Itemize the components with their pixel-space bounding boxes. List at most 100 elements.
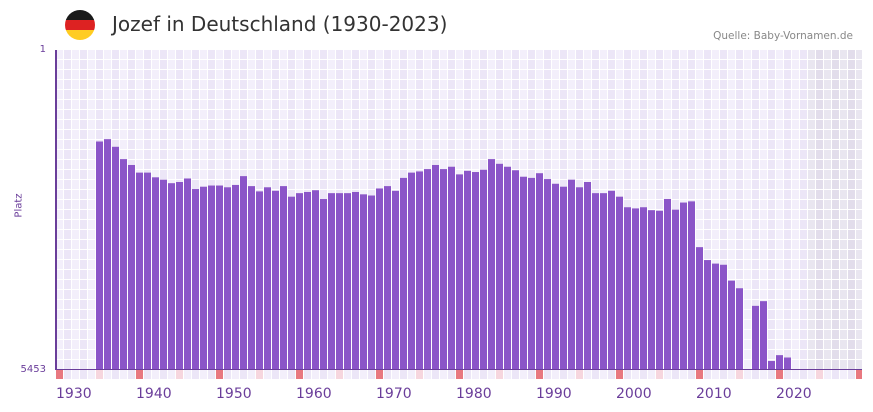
bar-2005 [656, 210, 663, 370]
bar-2007 [672, 209, 679, 370]
bar-1960 [296, 193, 303, 370]
bar-2011 [704, 260, 711, 370]
bar-1985 [496, 163, 503, 370]
bar-1986 [504, 166, 511, 370]
bar-2010 [696, 247, 703, 370]
bar-1976 [424, 169, 431, 370]
bar-2000 [616, 196, 623, 370]
x-tick-2020: 2020 [776, 386, 812, 402]
bar-1936 [104, 139, 111, 370]
x-tick-2010: 2010 [696, 386, 732, 402]
bar-1940 [136, 172, 143, 370]
bar-1999 [608, 190, 615, 370]
x-tick-1950: 1950 [216, 386, 252, 402]
bar-2009 [688, 201, 695, 370]
bar-1982 [472, 172, 479, 370]
x-axis-labels: 1930 1940 1950 1960 1970 1980 1990 2000 2010 2020 [56, 386, 862, 406]
y-axis-line [55, 50, 57, 370]
x-tick-1980: 1980 [456, 386, 492, 402]
bar-2013 [720, 264, 727, 370]
bar-1951 [224, 187, 231, 370]
bar-1984 [488, 159, 495, 370]
bar-1962 [312, 190, 319, 370]
bar-1970 [376, 188, 383, 370]
x-tick-1960: 1960 [296, 386, 332, 402]
germany-flag-icon [65, 10, 95, 40]
bar-1992 [552, 183, 559, 370]
bar-2021 [784, 357, 791, 370]
bar-1944 [168, 183, 175, 370]
bar-1954 [248, 186, 255, 370]
bar-2008 [680, 202, 687, 370]
bar-1956 [264, 187, 271, 370]
bar-1942 [152, 177, 159, 370]
bar-1993 [560, 186, 567, 370]
bar-1965 [336, 193, 343, 370]
bar-2014 [728, 280, 735, 370]
bar-2015 [736, 288, 743, 370]
bar-2019 [768, 361, 775, 370]
y-axis-title: Platz [13, 193, 25, 218]
bar-1995 [576, 187, 583, 370]
bar-1983 [480, 169, 487, 370]
bar-1948 [200, 186, 207, 370]
bar-2006 [664, 199, 671, 370]
bar-1966 [344, 193, 351, 370]
y-tick-top: 1 [39, 44, 46, 55]
bar-1950 [216, 185, 223, 370]
bar-1997 [592, 193, 599, 370]
bar-1981 [464, 170, 471, 370]
bar-1991 [544, 179, 551, 370]
bar-1967 [352, 191, 359, 370]
bar-1938 [120, 159, 127, 370]
bar-1939 [128, 164, 135, 370]
x-axis-line [56, 369, 862, 370]
bar-1952 [232, 184, 239, 370]
bar-1964 [328, 193, 335, 370]
bar-1980 [456, 174, 463, 370]
bar-2012 [712, 263, 719, 370]
bar-1968 [360, 194, 367, 370]
bar-1998 [600, 193, 607, 370]
bar-1969 [368, 195, 375, 370]
bar-1990 [536, 173, 543, 370]
bar-chart [56, 50, 862, 370]
bar-2003 [640, 207, 647, 370]
bar-1974 [408, 172, 415, 370]
x-tick-1940: 1940 [136, 386, 172, 402]
bar-1973 [400, 177, 407, 370]
chart-title: Jozef in Deutschland (1930-2023) [112, 12, 448, 36]
x-tick-1930: 1930 [56, 386, 92, 402]
bar-2002 [632, 208, 639, 370]
bar-2017 [752, 305, 759, 370]
bar-1977 [432, 164, 439, 370]
bar-1994 [568, 179, 575, 370]
bar-2001 [624, 207, 631, 370]
bar-1958 [280, 186, 287, 370]
bar-1988 [520, 176, 527, 370]
bar-1972 [392, 190, 399, 370]
bar-1937 [112, 146, 119, 370]
x-tick-1970: 1970 [376, 386, 412, 402]
year-markers [56, 370, 862, 379]
bar-1935 [96, 141, 103, 370]
plot-area [56, 50, 862, 370]
bar-1963 [320, 199, 327, 370]
bar-1987 [512, 170, 519, 370]
bar-1945 [176, 182, 183, 370]
bar-1946 [184, 178, 191, 370]
bar-1971 [384, 186, 391, 370]
source-credit: Quelle: Baby-Vornamen.de [713, 30, 853, 42]
bar-1953 [240, 176, 247, 370]
bar-1959 [288, 196, 295, 370]
bar-1961 [304, 191, 311, 370]
bar-1978 [440, 169, 447, 370]
bar-2004 [648, 210, 655, 370]
bar-1996 [584, 182, 591, 370]
bar-1989 [528, 177, 535, 370]
bar-2018 [760, 301, 767, 370]
bar-1975 [416, 171, 423, 370]
x-tick-1990: 1990 [536, 386, 572, 402]
bar-1979 [448, 166, 455, 370]
bar-1947 [192, 189, 199, 370]
